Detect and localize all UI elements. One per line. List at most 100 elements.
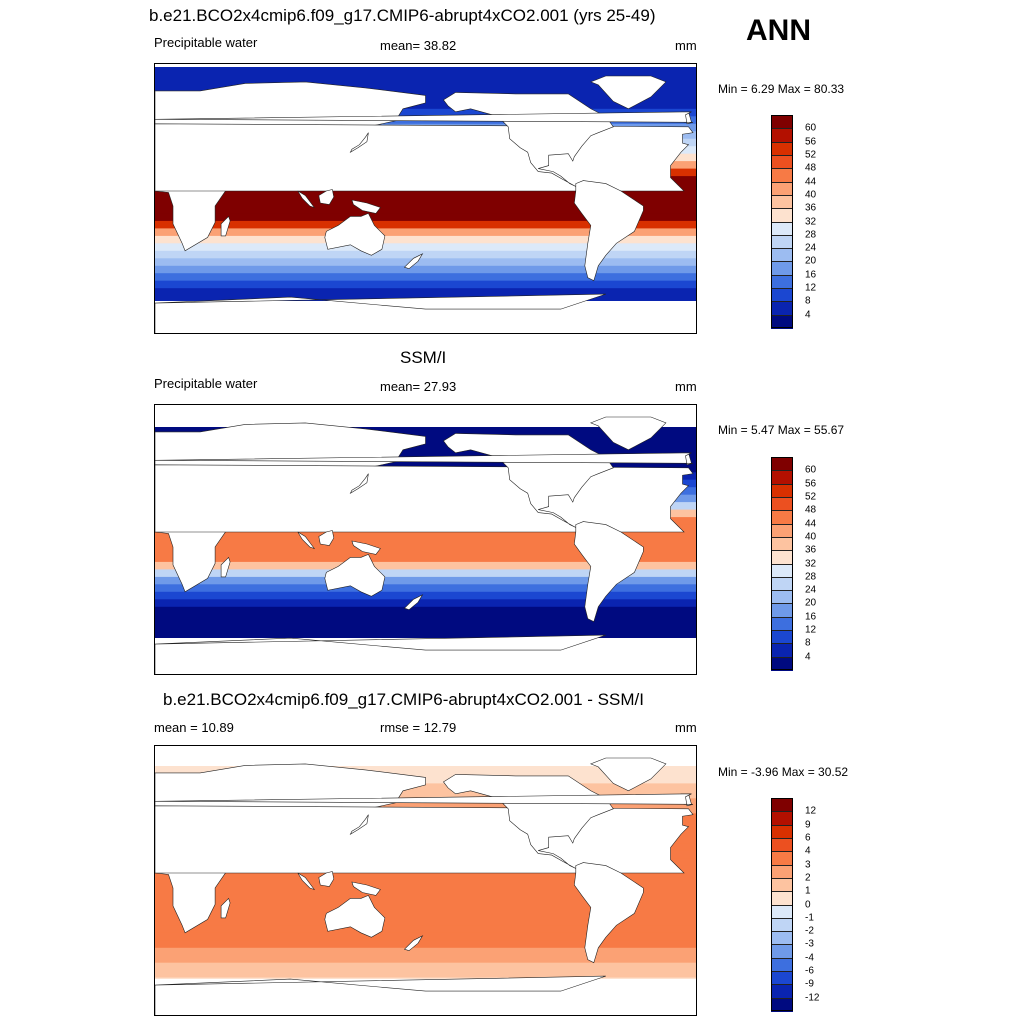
land-outline xyxy=(155,111,694,125)
colorbar-swatch xyxy=(771,877,793,892)
colorbar-swatch xyxy=(771,154,793,169)
colorbar-swatch xyxy=(771,971,793,985)
land-outline xyxy=(155,464,694,533)
colorbar-swatch xyxy=(771,931,793,945)
colorbar-swatch xyxy=(771,470,793,485)
land-outline xyxy=(403,253,424,270)
colorbar-swatch xyxy=(771,168,793,183)
panel-diff-mean: mean = 10.89 xyxy=(154,720,234,735)
land-outline xyxy=(589,757,667,792)
land-outline xyxy=(318,530,335,546)
colorbar-swatch xyxy=(771,904,793,919)
land-outline xyxy=(403,935,424,952)
colorbar-swatch xyxy=(771,603,793,618)
colorbar-tick-label: 28 xyxy=(805,571,817,583)
colorbar-tick-label: 20 xyxy=(805,255,817,267)
panel-diff-map xyxy=(154,745,697,1016)
colorbar-swatch xyxy=(771,811,793,826)
colorbar-swatch xyxy=(771,643,793,658)
colorbar-swatch xyxy=(771,616,793,631)
land-outline xyxy=(297,531,316,550)
panel-diff-minmax: Min = -3.96 Max = 30.52 xyxy=(718,765,849,779)
colorbar-tick-label: -2 xyxy=(805,925,814,937)
colorbar-tick-label: 12 xyxy=(805,282,817,294)
colorbar-swatch xyxy=(771,483,793,498)
colorbar-swatch xyxy=(771,957,793,972)
colorbar-tick-label: 56 xyxy=(805,478,817,490)
land-outline xyxy=(351,199,381,214)
land-outline xyxy=(155,293,606,333)
colorbar-swatch xyxy=(771,536,793,551)
colorbar-tick-label: 1 xyxy=(805,885,811,897)
land-outline xyxy=(324,895,386,938)
colorbar-tick-label: 4 xyxy=(805,845,811,857)
colorbar-swatch xyxy=(771,128,793,143)
land-outline xyxy=(318,189,335,205)
colorbar-swatch xyxy=(771,851,793,866)
colorbar-tick-label: 60 xyxy=(805,122,817,134)
colorbar-swatch xyxy=(771,984,793,999)
colorbar-tick-label: 4 xyxy=(805,651,811,663)
land-outline xyxy=(351,540,381,555)
colorbar-tick-label: 6 xyxy=(805,832,811,844)
land-outline xyxy=(297,872,316,891)
land-outline xyxy=(318,871,335,887)
land-outline xyxy=(220,556,231,578)
colorbar-tick-label: 40 xyxy=(805,189,817,201)
colorbar-tick-label: -12 xyxy=(805,992,820,1004)
colorbar-swatch xyxy=(771,194,793,209)
colorbar-swatch xyxy=(771,944,793,959)
colorbar-tick-label: 12 xyxy=(805,805,817,817)
panel-obs-mean: mean= 27.93 xyxy=(380,379,457,394)
land-outline xyxy=(349,473,369,494)
panel-obs-minmax: Min = 5.47 Max = 55.67 xyxy=(718,423,845,437)
colorbar-swatch xyxy=(771,798,793,812)
panel-obs-colorbar: 60 56 52 48 44 40 36 32 28 24 20 16 12 8 4 xyxy=(771,457,816,671)
panel-diff-title: b.e21.BCO2x4cmip6.f09_g17.CMIP6-abrupt4x… xyxy=(163,690,644,709)
colorbar-tick-label: 8 xyxy=(805,295,811,307)
colorbar-tick-label: 36 xyxy=(805,202,817,214)
colorbar-swatch xyxy=(771,496,793,511)
land-outline xyxy=(349,814,369,835)
panel-obs-units: mm xyxy=(675,379,697,394)
land-outline xyxy=(324,213,386,256)
panel-model-colorbar: 60 56 52 48 44 40 36 32 28 24 20 16 12 8 4 xyxy=(771,115,816,329)
colorbar-tick-label: -9 xyxy=(805,978,814,990)
panel-diff-units: mm xyxy=(675,720,697,735)
land-outline xyxy=(220,215,231,237)
colorbar-tick-label: 40 xyxy=(805,531,817,543)
panel-model-map xyxy=(154,63,697,334)
panel-obs-variable-label: Precipitable water xyxy=(154,376,258,391)
colorbar-tick-label: 52 xyxy=(805,149,817,161)
colorbar-swatch xyxy=(771,208,793,222)
colorbar-tick-label: 20 xyxy=(805,597,817,609)
panel-model-mean: mean= 38.82 xyxy=(380,38,457,53)
colorbar-swatch xyxy=(771,314,793,329)
panel-model-units: mm xyxy=(675,38,697,53)
colorbar-tick-label: 24 xyxy=(805,584,817,596)
colorbar-tick-label: 0 xyxy=(805,899,811,910)
colorbar-tick-label: 8 xyxy=(805,637,811,649)
colorbar-swatch xyxy=(771,234,793,249)
colorbar-tick-label: -4 xyxy=(805,952,814,964)
land-outline xyxy=(573,180,644,282)
land-outline xyxy=(589,75,667,110)
colorbar-swatch xyxy=(771,510,793,525)
land-outline xyxy=(351,881,381,896)
colorbar-tick-label: 3 xyxy=(805,859,811,871)
colorbar-swatch xyxy=(771,997,793,1012)
colorbar-tick-label: 44 xyxy=(805,176,817,188)
land-outline xyxy=(573,862,644,964)
colorbar-swatch xyxy=(771,301,793,316)
land-outline xyxy=(573,521,644,623)
colorbar-tick-label: 28 xyxy=(805,229,817,241)
panel-model-title: b.e21.BCO2x4cmip6.f09_g17.CMIP6-abrupt4x… xyxy=(149,6,656,25)
colorbar-tick-label: 2 xyxy=(805,872,811,884)
colorbar-tick-label: 16 xyxy=(805,611,817,623)
panel-model-minmax: Min = 6.29 Max = 80.33 xyxy=(718,82,845,96)
season-label: ANN xyxy=(746,14,811,47)
panel-diff-rmse: rmse = 12.79 xyxy=(380,720,457,735)
colorbar-tick-label: 52 xyxy=(805,491,817,503)
colorbar-tick-label: 24 xyxy=(805,242,817,254)
land-outline xyxy=(297,190,316,209)
